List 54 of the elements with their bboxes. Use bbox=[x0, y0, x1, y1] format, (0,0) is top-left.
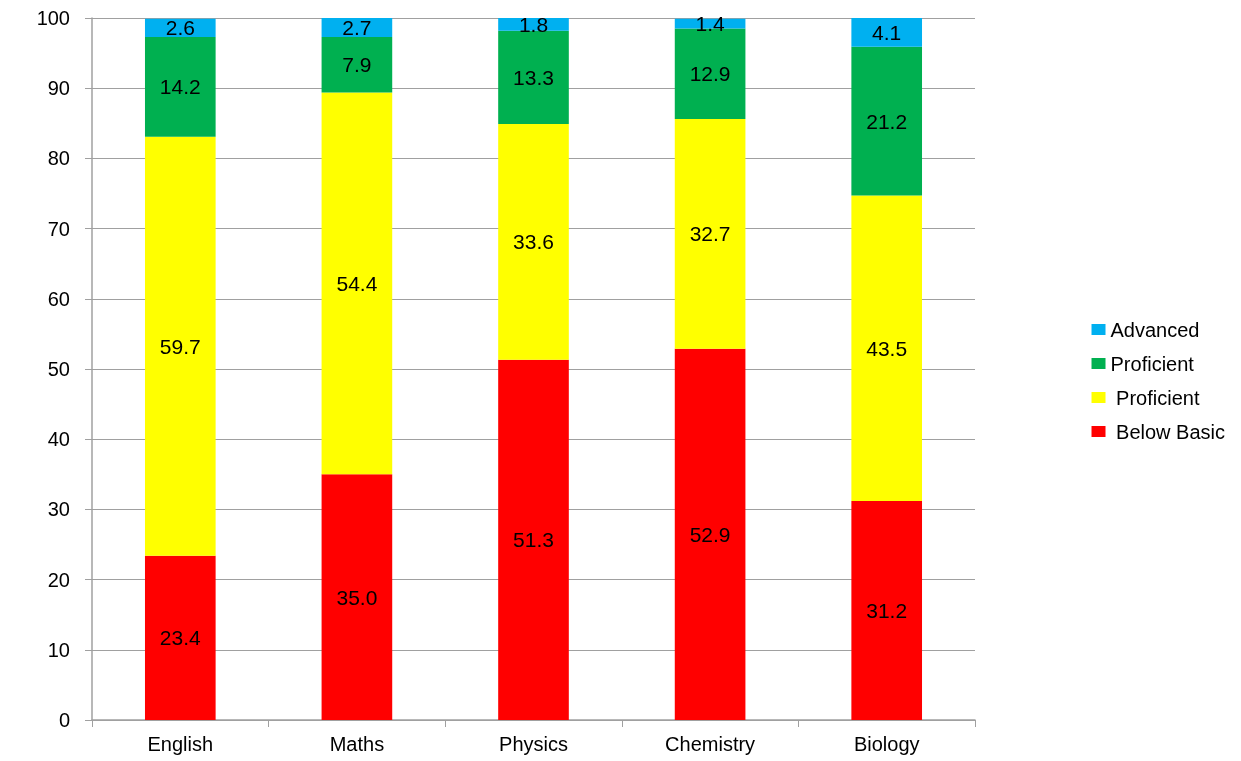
data-label: 52.9 bbox=[689, 522, 731, 546]
x-tick-label: English bbox=[147, 733, 214, 755]
data-label: 51.3 bbox=[513, 528, 554, 552]
y-tick-label: 0 bbox=[58, 709, 70, 731]
bar bbox=[144, 36, 216, 137]
data-label: 21.2 bbox=[866, 109, 908, 133]
bar bbox=[144, 555, 216, 720]
y-tick-label: 70 bbox=[47, 217, 70, 240]
y-tick-label: 50 bbox=[47, 358, 70, 380]
data-label: 1.8 bbox=[518, 12, 549, 36]
data-label: 43.5 bbox=[866, 336, 908, 360]
legend-label: Proficient bbox=[1110, 386, 1200, 409]
data-label: 13.3 bbox=[513, 65, 554, 89]
y-tick-label: 100 bbox=[36, 7, 70, 29]
data-label: 4.1 bbox=[872, 20, 902, 44]
y-tick-label: 60 bbox=[47, 287, 70, 310]
data-label: 12.9 bbox=[689, 62, 731, 86]
bar bbox=[498, 124, 569, 360]
x-tick-label: Physics bbox=[499, 733, 568, 755]
bar bbox=[498, 359, 569, 720]
data-label: 7.9 bbox=[342, 53, 372, 77]
data-label: 2.7 bbox=[342, 15, 372, 39]
bar bbox=[144, 136, 216, 556]
bar bbox=[321, 36, 393, 93]
x-tick-label: Biology bbox=[853, 733, 920, 755]
y-tick-label: 40 bbox=[47, 428, 70, 451]
bar bbox=[851, 195, 923, 501]
bar bbox=[851, 500, 923, 720]
y-tick-label: 90 bbox=[47, 77, 70, 100]
y-tick-label: 80 bbox=[47, 147, 70, 170]
data-label: 2.6 bbox=[165, 16, 195, 40]
data-label: 33.6 bbox=[513, 230, 554, 254]
bar bbox=[674, 348, 746, 720]
bar bbox=[851, 46, 923, 196]
x-tick-label: Maths bbox=[329, 733, 385, 755]
data-label: 23.4 bbox=[159, 626, 202, 650]
bar bbox=[321, 474, 393, 720]
data-label: 35.0 bbox=[336, 585, 378, 609]
bar bbox=[321, 92, 393, 475]
data-label: 32.7 bbox=[689, 222, 731, 246]
data-label: 31.2 bbox=[866, 598, 908, 622]
legend-label: Proficient bbox=[1110, 352, 1195, 375]
x-tick-label: Chemistry bbox=[665, 733, 756, 755]
y-tick-label: 20 bbox=[47, 568, 70, 591]
y-tick-label: 30 bbox=[47, 498, 70, 521]
legend-label: Advanced bbox=[1110, 318, 1200, 341]
bar bbox=[674, 119, 746, 349]
bar bbox=[851, 18, 923, 47]
data-label: 14.2 bbox=[159, 75, 201, 99]
bar bbox=[498, 30, 569, 124]
y-tick-label: 10 bbox=[47, 638, 70, 661]
legend-label: Below Basic bbox=[1110, 420, 1226, 443]
data-label: 59.7 bbox=[159, 334, 201, 358]
data-label: 54.4 bbox=[336, 271, 378, 295]
